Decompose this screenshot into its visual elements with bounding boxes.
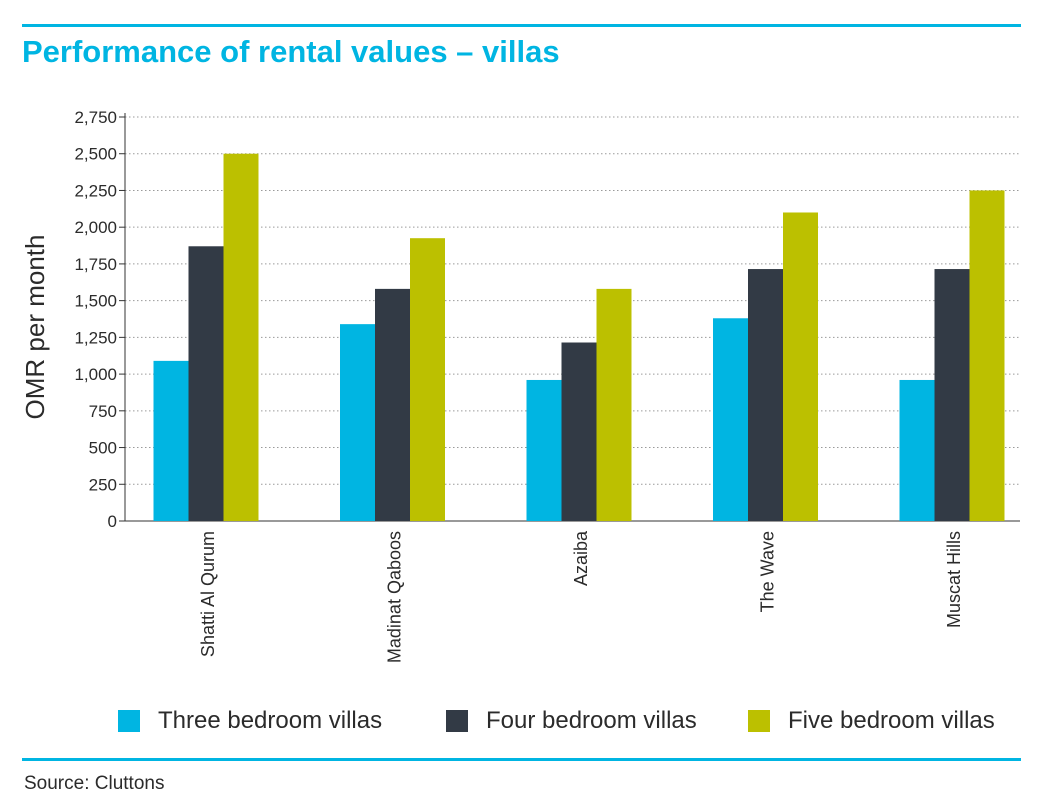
bar-three-bedroom — [526, 379, 562, 521]
x-category-label: Muscat Hills — [944, 531, 964, 628]
bar-four-bedroom — [748, 269, 783, 521]
y-tick-label: 250 — [89, 475, 117, 494]
bar-three-bedroom — [340, 324, 375, 521]
y-axis-title: OMR per month — [20, 235, 50, 420]
legend-item-four-bedroom: Four bedroom villas — [446, 703, 697, 739]
bar-four-bedroom — [375, 288, 410, 521]
y-tick-label: 1,000 — [74, 365, 117, 384]
y-tick-label: 2,500 — [74, 145, 117, 164]
legend-swatch-four-bedroom — [446, 710, 468, 732]
legend-swatch-three-bedroom — [118, 710, 140, 732]
y-tick-label: 2,000 — [74, 218, 117, 237]
legend-label-three-bedroom: Three bedroom villas — [158, 707, 383, 734]
top-accent-rule — [22, 24, 1021, 27]
legend-item-three-bedroom: Three bedroom villas — [118, 703, 382, 739]
bar-three-bedroom — [153, 360, 189, 521]
bar-five-bedroom — [783, 212, 818, 521]
y-tick-label: 1,250 — [74, 328, 117, 347]
y-tick-label: 2,750 — [74, 108, 117, 127]
bar-three-bedroom — [713, 318, 748, 521]
y-tick-label: 750 — [89, 402, 117, 421]
x-category-label: Madinat Qaboos — [385, 531, 405, 663]
bar-four-bedroom — [188, 246, 224, 521]
bar-chart: 0 250 500 750 1,000 1,250 1,500 1,750 2,000 2,250… — [20, 108, 1020, 663]
source-note: Source: Cluttons — [24, 773, 165, 794]
chart-legend: Three bedroom villas Four bedroom villas… — [0, 703, 1049, 739]
legend-label-five-bedroom: Five bedroom villas — [788, 707, 995, 734]
x-category-label: Shatti Al Qurum — [198, 531, 218, 657]
legend-swatch-five-bedroom — [748, 710, 770, 732]
y-tick-label: 0 — [108, 512, 117, 531]
x-category-label: The Wave — [758, 531, 778, 612]
bar-four-bedroom — [934, 269, 970, 521]
chart-title: Performance of rental values – villas — [22, 34, 560, 69]
bar-five-bedroom — [410, 238, 445, 521]
y-tick-label: 1,750 — [74, 255, 117, 274]
bar-five-bedroom — [223, 153, 259, 521]
y-tick-label: 500 — [89, 439, 117, 458]
legend-item-five-bedroom: Five bedroom villas — [748, 703, 995, 739]
bar-five-bedroom — [596, 288, 632, 521]
bottom-accent-rule — [22, 758, 1021, 761]
bar-three-bedroom — [899, 379, 935, 521]
y-tick-label: 1,500 — [74, 292, 117, 311]
legend-label-four-bedroom: Four bedroom villas — [486, 707, 697, 734]
bar-five-bedroom — [969, 190, 1005, 522]
y-tick-label: 2,250 — [74, 181, 117, 200]
bar-four-bedroom — [561, 342, 597, 521]
x-category-label: Azaiba — [571, 530, 591, 586]
